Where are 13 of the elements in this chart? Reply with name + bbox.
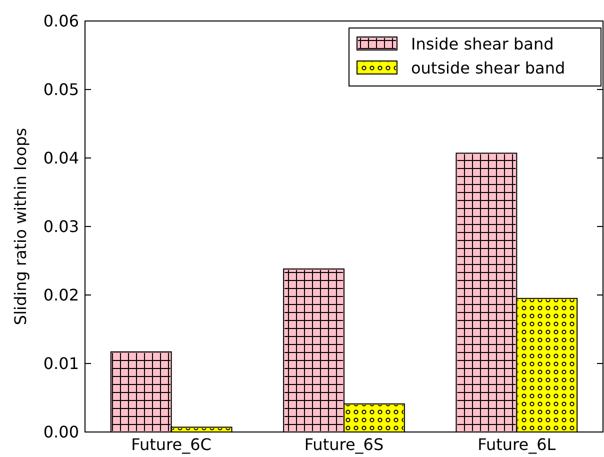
y-tick-label: 0.02 [43,286,79,305]
y-tick-label: 0.00 [43,422,79,442]
y-tick-label: 0.04 [43,148,79,168]
y-axis-title: Sliding ratio within loops [11,128,30,326]
x-tick-label: Future_6C [131,435,212,454]
x-tick-label: Future_6L [478,435,556,454]
legend-label: Inside shear band [411,34,554,54]
x-tick-label: Future_6S [304,435,384,454]
y-tick-label: 0.05 [43,80,79,100]
legend-label: outside shear band [411,58,566,78]
y-tick-label: 0.01 [43,354,79,374]
y-tick-label: 0.03 [43,217,79,236]
y-tick-label: 0.06 [43,12,79,31]
